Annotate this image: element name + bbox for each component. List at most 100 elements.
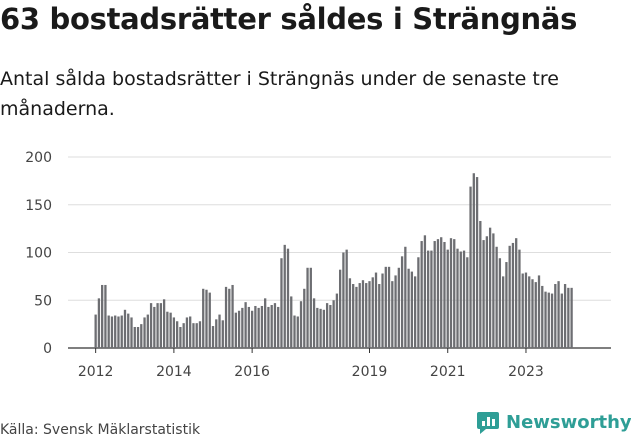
bar bbox=[149, 303, 153, 348]
bar bbox=[348, 278, 352, 348]
bar bbox=[547, 292, 550, 348]
bar bbox=[423, 235, 427, 348]
bar bbox=[335, 293, 339, 348]
bar bbox=[560, 293, 563, 348]
bar bbox=[280, 258, 283, 348]
bar bbox=[528, 276, 531, 348]
bar bbox=[495, 246, 498, 348]
bar bbox=[479, 220, 482, 348]
annotations: 63 bbox=[574, 0, 594, 4]
x-tick-label: 2021 bbox=[430, 364, 466, 380]
bar bbox=[169, 312, 172, 348]
bar bbox=[254, 305, 257, 348]
bar bbox=[482, 240, 485, 348]
bar bbox=[120, 315, 123, 348]
bar bbox=[443, 241, 446, 348]
bar bbox=[316, 307, 319, 348]
bar bbox=[231, 284, 234, 348]
bar bbox=[453, 239, 456, 348]
bar bbox=[123, 309, 127, 348]
bar bbox=[446, 249, 449, 348]
bar bbox=[355, 286, 358, 348]
bar bbox=[130, 317, 133, 348]
bar bbox=[283, 244, 286, 348]
y-tick-label: 100 bbox=[25, 246, 52, 262]
bar bbox=[211, 326, 215, 348]
bar bbox=[182, 323, 185, 348]
bar bbox=[462, 250, 466, 348]
bar bbox=[185, 317, 189, 348]
bar bbox=[563, 284, 567, 348]
bar bbox=[306, 267, 309, 348]
brand-logo: Newsworthy bbox=[476, 410, 631, 434]
bar bbox=[544, 291, 547, 348]
bar bbox=[410, 271, 414, 348]
bar bbox=[208, 292, 211, 348]
bar bbox=[508, 245, 511, 348]
bar bbox=[475, 177, 479, 348]
bar bbox=[153, 306, 156, 348]
bar bbox=[381, 273, 384, 348]
x-tick-label: 2023 bbox=[508, 364, 544, 380]
bar bbox=[247, 306, 251, 348]
bar bbox=[521, 273, 524, 348]
bar bbox=[433, 241, 436, 348]
bar bbox=[358, 283, 361, 348]
bar bbox=[303, 288, 306, 348]
bar bbox=[192, 323, 195, 348]
bar bbox=[400, 256, 404, 348]
bar bbox=[456, 248, 459, 348]
bar-chart: 0 50 100 150 200 2012 2014 2016 2019 2021 2023 63 bbox=[25, 0, 611, 380]
bar bbox=[492, 233, 495, 348]
bar bbox=[518, 249, 521, 348]
bar bbox=[299, 301, 303, 348]
bar bbox=[202, 288, 205, 348]
bar bbox=[554, 284, 557, 348]
bar bbox=[110, 316, 114, 348]
bar bbox=[198, 321, 202, 348]
bar bbox=[459, 251, 462, 348]
bar bbox=[290, 296, 293, 348]
bar bbox=[420, 241, 423, 348]
bar bbox=[436, 239, 440, 348]
bar bbox=[241, 307, 244, 348]
bar bbox=[319, 308, 322, 348]
bar bbox=[352, 284, 355, 348]
bar bbox=[397, 267, 400, 348]
bar bbox=[215, 319, 218, 348]
bar bbox=[427, 250, 430, 348]
bar bbox=[342, 252, 345, 348]
bar bbox=[104, 284, 107, 348]
bar bbox=[133, 326, 136, 348]
bar bbox=[286, 248, 290, 348]
bar bbox=[166, 311, 169, 348]
bar bbox=[570, 287, 573, 348]
bar bbox=[296, 316, 299, 348]
bar bbox=[472, 173, 475, 348]
bar bbox=[365, 283, 368, 348]
bar bbox=[449, 238, 453, 348]
chart-subtitle: Antal sålda bostadsrätter i Strängnäs un… bbox=[0, 68, 559, 120]
bar bbox=[322, 309, 325, 348]
bar bbox=[224, 286, 228, 348]
bar bbox=[378, 284, 381, 348]
bar bbox=[107, 315, 110, 348]
bar bbox=[264, 298, 267, 348]
bar bbox=[387, 266, 391, 348]
bar bbox=[550, 293, 554, 348]
bar bbox=[162, 299, 166, 348]
newsworthy-icon bbox=[477, 412, 499, 434]
bar bbox=[391, 281, 394, 348]
bar bbox=[270, 305, 273, 348]
bar bbox=[515, 238, 518, 348]
bar bbox=[345, 249, 348, 348]
x-tick-label: 2012 bbox=[78, 364, 114, 380]
bar bbox=[394, 275, 397, 348]
bar bbox=[361, 280, 365, 348]
bar bbox=[189, 316, 192, 348]
bar bbox=[172, 317, 176, 348]
bar bbox=[260, 305, 264, 348]
bar bbox=[228, 288, 231, 348]
bar bbox=[440, 237, 443, 348]
bar bbox=[176, 321, 179, 348]
